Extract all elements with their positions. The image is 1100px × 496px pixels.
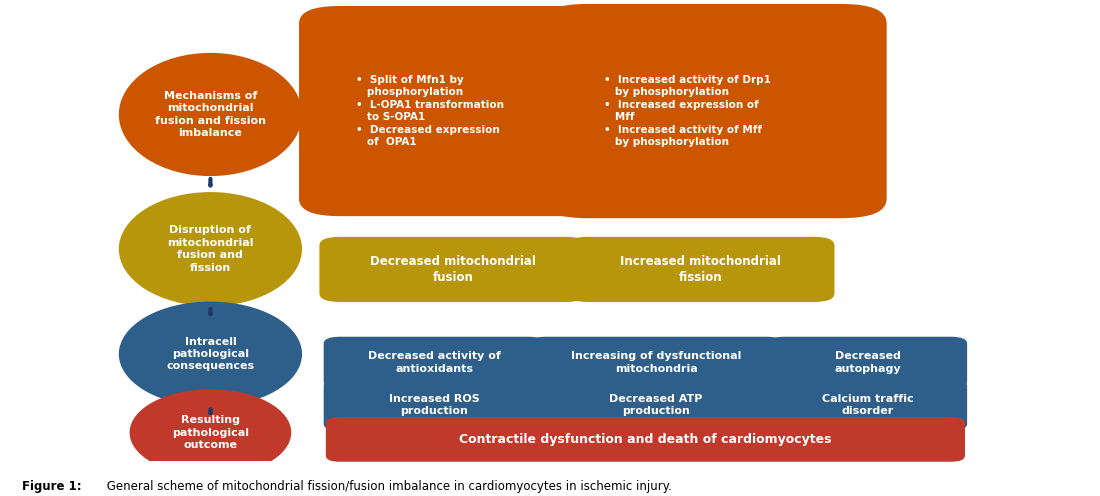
FancyBboxPatch shape xyxy=(299,6,607,216)
FancyBboxPatch shape xyxy=(323,379,544,431)
Ellipse shape xyxy=(119,53,303,176)
Text: Calcium traffic
disorder: Calcium traffic disorder xyxy=(822,394,913,416)
Text: Decreased mitochondrial
fusion: Decreased mitochondrial fusion xyxy=(370,255,536,284)
Text: Increasing of dysfunctional
mitochondria: Increasing of dysfunctional mitochondria xyxy=(571,351,741,373)
Text: Intracell
pathological
consequences: Intracell pathological consequences xyxy=(166,337,254,372)
FancyBboxPatch shape xyxy=(568,237,835,302)
Text: Disruption of
mitochondrial
fusion and
fission: Disruption of mitochondrial fusion and f… xyxy=(167,226,254,273)
Text: General scheme of mitochondrial fission/fusion imbalance in cardiomyocytes in is: General scheme of mitochondrial fission/… xyxy=(102,480,671,493)
Text: Decreased ATP
production: Decreased ATP production xyxy=(609,394,703,416)
Text: Decreased activity of
antioxidants: Decreased activity of antioxidants xyxy=(367,351,500,373)
Ellipse shape xyxy=(119,302,303,407)
Ellipse shape xyxy=(130,389,292,476)
Text: Mechanisms of
mitochondrial
fusion and fission
imbalance: Mechanisms of mitochondrial fusion and f… xyxy=(155,91,266,138)
FancyBboxPatch shape xyxy=(319,237,586,302)
Ellipse shape xyxy=(119,192,303,306)
Text: Figure 1:: Figure 1: xyxy=(22,480,81,493)
Text: Increased mitochondrial
fission: Increased mitochondrial fission xyxy=(620,255,781,284)
FancyBboxPatch shape xyxy=(768,337,967,388)
Text: Contractile dysfunction and death of cardiomyocytes: Contractile dysfunction and death of car… xyxy=(459,433,832,446)
Text: Resulting
pathological
outcome: Resulting pathological outcome xyxy=(172,415,249,450)
FancyBboxPatch shape xyxy=(326,417,965,462)
FancyBboxPatch shape xyxy=(529,337,783,388)
Text: Decreased
autophagy: Decreased autophagy xyxy=(834,351,901,373)
FancyBboxPatch shape xyxy=(529,379,783,431)
Text: •  Increased activity of Drp1
   by phosphorylation
•  Increased expression of
 : • Increased activity of Drp1 by phosphor… xyxy=(604,75,771,147)
Text: Increased ROS
production: Increased ROS production xyxy=(388,394,480,416)
Text: •  Split of Mfn1 by
   phosphorylation
•  L-OPA1 transformation
   to S-OPA1
•  : • Split of Mfn1 by phosphorylation • L-O… xyxy=(356,75,504,147)
FancyBboxPatch shape xyxy=(542,4,887,218)
FancyBboxPatch shape xyxy=(323,337,544,388)
FancyBboxPatch shape xyxy=(768,379,967,431)
